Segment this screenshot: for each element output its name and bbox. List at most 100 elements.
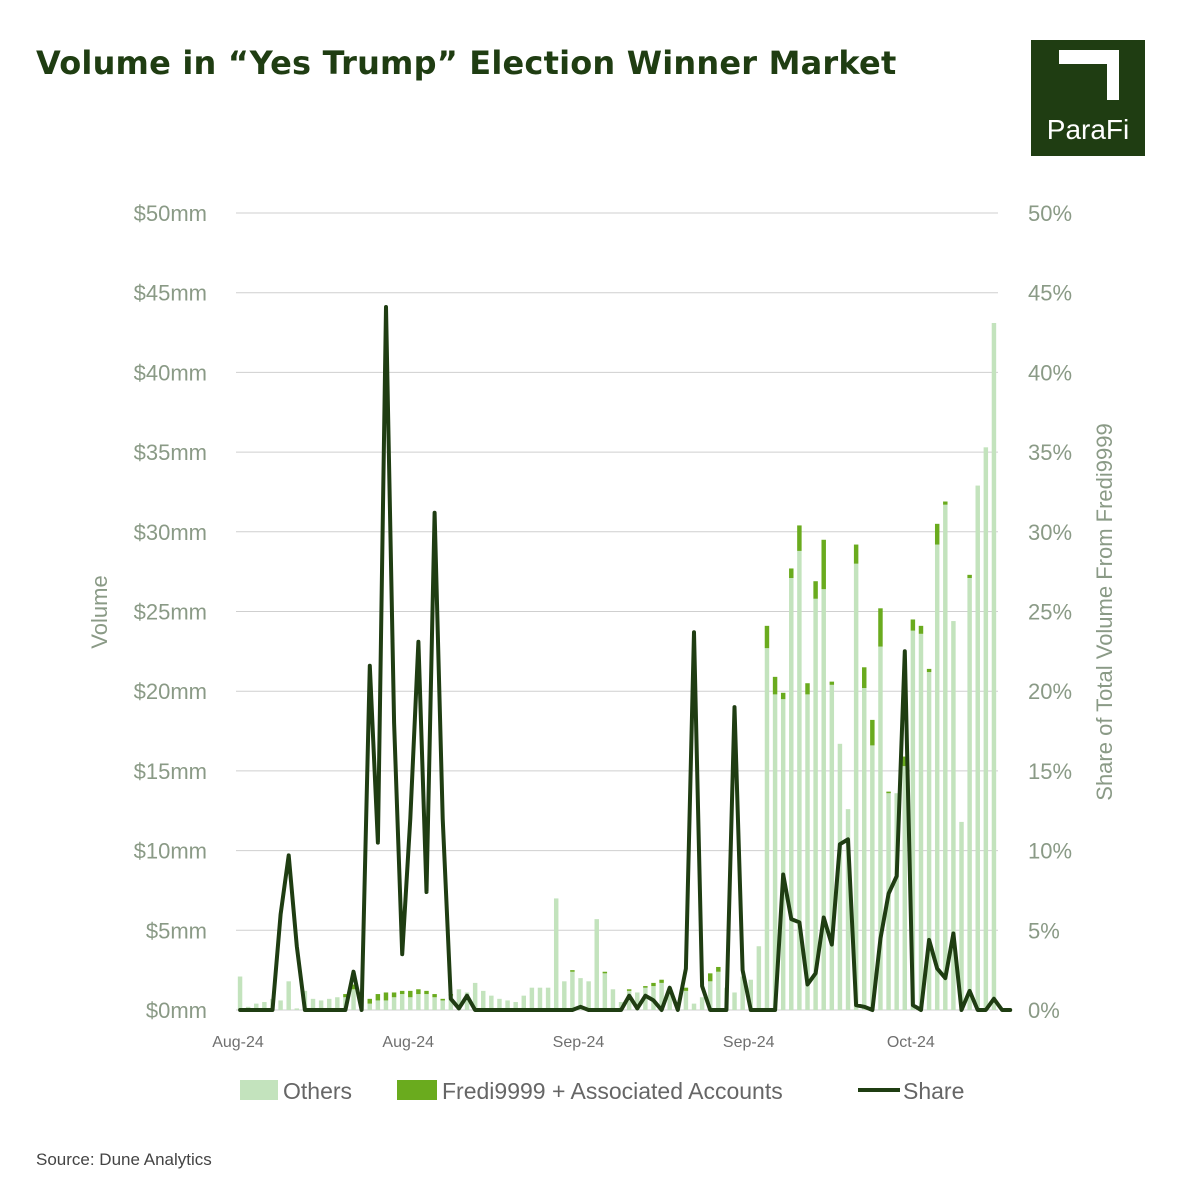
y-tick-label: $20mm bbox=[134, 679, 207, 704]
bar-others bbox=[870, 745, 875, 1010]
bar-others bbox=[594, 919, 599, 1010]
y2-tick-label: 10% bbox=[1028, 839, 1072, 864]
y2-tick-label: 30% bbox=[1028, 520, 1072, 545]
bar-others bbox=[707, 981, 713, 1010]
legend-label-others: Others bbox=[283, 1078, 352, 1104]
bar-others bbox=[740, 976, 745, 1010]
bar-others bbox=[318, 1000, 324, 1010]
y-tick-label: $45mm bbox=[134, 281, 207, 306]
bar-others bbox=[553, 898, 559, 1010]
bar-others bbox=[570, 971, 575, 1010]
bar-others bbox=[602, 973, 608, 1010]
bar-others bbox=[837, 743, 843, 1010]
bar-fredi9999 bbox=[383, 992, 389, 1001]
axes: $0mm $5mm $10mm $15mm $20mm $25mm $30mm $35mm $4… bbox=[87, 201, 1117, 1051]
bar-others bbox=[456, 989, 462, 1010]
bar-others bbox=[383, 1000, 389, 1010]
bar-fredi9999 bbox=[943, 501, 948, 505]
bar-fredi9999 bbox=[367, 998, 372, 1004]
bar-others bbox=[367, 1003, 372, 1010]
chart-title: Volume in “Yes Trump” Election Winner Ma… bbox=[36, 44, 897, 82]
bar-others bbox=[432, 997, 437, 1010]
x-tick-label: Sep-24 bbox=[553, 1034, 605, 1051]
y2-tick-label: 40% bbox=[1028, 360, 1072, 385]
bar-others bbox=[797, 550, 802, 1010]
bar-others bbox=[424, 994, 429, 1010]
bar-others bbox=[894, 793, 899, 1010]
bar-fredi9999 bbox=[716, 966, 721, 972]
bar-fredi9999 bbox=[934, 523, 940, 545]
bar-others bbox=[667, 990, 672, 1010]
y-tick-label: $5mm bbox=[146, 918, 207, 943]
bar-others bbox=[991, 322, 997, 1011]
bar-others bbox=[805, 694, 810, 1010]
bar-others bbox=[748, 979, 753, 1010]
share-line-series bbox=[238, 305, 1013, 1012]
bar-fredi9999 bbox=[570, 970, 575, 972]
bar-others bbox=[286, 981, 291, 1010]
y2-tick-label: 45% bbox=[1028, 281, 1072, 306]
bar-others bbox=[716, 971, 721, 1010]
bar-others bbox=[983, 447, 989, 1010]
bar-others bbox=[351, 989, 356, 1010]
bar-fredi9999 bbox=[821, 539, 826, 590]
y-tick-label: $25mm bbox=[134, 600, 207, 625]
bar-others bbox=[562, 981, 567, 1010]
bar-fredi9999 bbox=[375, 994, 381, 1001]
bar-others bbox=[254, 1003, 259, 1010]
bar-others bbox=[537, 987, 543, 1010]
x-tick-label: Aug-24 bbox=[382, 1034, 434, 1051]
bar-fredi9999 bbox=[789, 568, 794, 579]
bar-others bbox=[926, 672, 932, 1010]
legend-label-fredi9999: Fredi9999 + Associated Accounts bbox=[442, 1078, 783, 1104]
bar-others bbox=[821, 589, 826, 1010]
bar-fredi9999 bbox=[351, 984, 356, 990]
bar-fredi9999 bbox=[926, 668, 932, 673]
bar-others bbox=[529, 987, 535, 1010]
bar-fredi9999 bbox=[967, 574, 972, 579]
gridlines bbox=[236, 212, 998, 1011]
bar-others bbox=[772, 694, 778, 1010]
bar-fredi9999 bbox=[813, 581, 818, 599]
bar-others bbox=[481, 990, 486, 1010]
legend: Others Fredi9999 + Associated Accounts Sha… bbox=[240, 1078, 964, 1104]
bar-others bbox=[578, 978, 583, 1010]
x-tick-label: Aug-24 bbox=[212, 1034, 264, 1051]
bar-fredi9999 bbox=[918, 625, 924, 634]
bar-fredi9999 bbox=[870, 719, 875, 746]
bar-fredi9999 bbox=[659, 979, 664, 983]
bar-others bbox=[878, 646, 883, 1010]
bar-others bbox=[732, 992, 737, 1010]
bar-others bbox=[440, 1000, 445, 1010]
bar-fredi9999 bbox=[408, 990, 413, 998]
parafi-logo: ParaFi bbox=[1031, 40, 1145, 156]
bar-fredi9999 bbox=[626, 989, 632, 991]
bar-others bbox=[862, 688, 867, 1010]
bar-fredi9999 bbox=[886, 791, 891, 794]
bar-fredi9999 bbox=[651, 982, 656, 987]
bar-fredi9999 bbox=[602, 971, 608, 974]
bar-fredi9999 bbox=[805, 683, 810, 695]
bar-others bbox=[813, 598, 818, 1010]
bar-fredi9999 bbox=[902, 756, 908, 767]
bar-fredi9999 bbox=[853, 544, 859, 564]
parafi-logo-text: ParaFi bbox=[1046, 114, 1130, 145]
bar-others bbox=[237, 976, 243, 1010]
bar-others bbox=[626, 990, 632, 1010]
x-tick-label: Oct-24 bbox=[887, 1034, 935, 1051]
y2-tick-label: 5% bbox=[1028, 918, 1060, 943]
bar-fredi9999 bbox=[910, 619, 916, 631]
bar-fredi9999 bbox=[391, 992, 397, 998]
bar-others bbox=[408, 997, 413, 1010]
bar-fredi9999 bbox=[772, 676, 778, 695]
y2-tick-label: 25% bbox=[1028, 600, 1072, 625]
y-tick-label: $0mm bbox=[146, 998, 207, 1023]
y2-tick-label: 15% bbox=[1028, 759, 1072, 784]
bar-others bbox=[943, 504, 948, 1010]
bar-others bbox=[789, 578, 794, 1010]
bar-others bbox=[610, 989, 616, 1010]
bar-others bbox=[497, 998, 502, 1010]
bar-fredi9999 bbox=[878, 608, 883, 647]
bar-others bbox=[326, 998, 332, 1010]
bar-others bbox=[934, 544, 940, 1010]
